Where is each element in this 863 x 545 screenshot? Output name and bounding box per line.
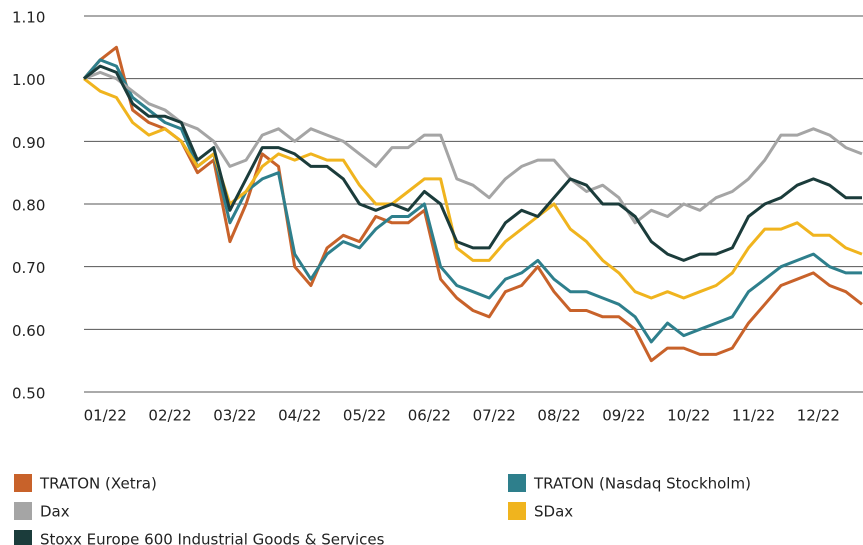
legend-label: SDax [534, 503, 573, 521]
x-tick-label: 05/22 [343, 407, 386, 425]
series-line [83, 77, 863, 300]
x-tick-label: 11/22 [732, 407, 775, 425]
x-tick-label: 07/22 [473, 407, 516, 425]
x-tick-label: 09/22 [602, 407, 645, 425]
y-tick-label: 0.70 [12, 259, 45, 277]
legend-label: TRATON (Xetra) [39, 475, 157, 493]
legend-swatch [508, 502, 526, 520]
x-tick-label: 12/22 [797, 407, 840, 425]
x-tick-label: 01/22 [84, 407, 127, 425]
x-tick-label: 03/22 [213, 407, 256, 425]
legend-swatch [14, 530, 32, 545]
x-tick-label: 06/22 [408, 407, 451, 425]
y-tick-label: 0.50 [12, 385, 45, 403]
legend-label: Dax [40, 503, 70, 521]
legend-swatch [508, 474, 526, 492]
x-tick-label: 10/22 [667, 407, 710, 425]
y-tick-label: 1.00 [12, 71, 45, 89]
y-tick-label: 0.80 [12, 197, 45, 215]
y-tick-label: 0.60 [12, 322, 45, 340]
x-tick-label: 08/22 [537, 407, 580, 425]
x-tick-label: 02/22 [148, 407, 191, 425]
legend-swatch [14, 474, 32, 492]
legend-label: Stoxx Europe 600 Industrial Goods & Serv… [40, 531, 385, 545]
series-line [82, 58, 862, 344]
series-line [83, 64, 862, 262]
series-line [83, 70, 863, 225]
legend-swatch [14, 502, 32, 520]
legend-label: TRATON (Nasdaq Stockholm) [533, 475, 751, 493]
y-tick-label: 0.90 [12, 134, 45, 152]
x-tick-label: 04/22 [278, 407, 321, 425]
y-tick-label: 1.10 [12, 9, 45, 27]
